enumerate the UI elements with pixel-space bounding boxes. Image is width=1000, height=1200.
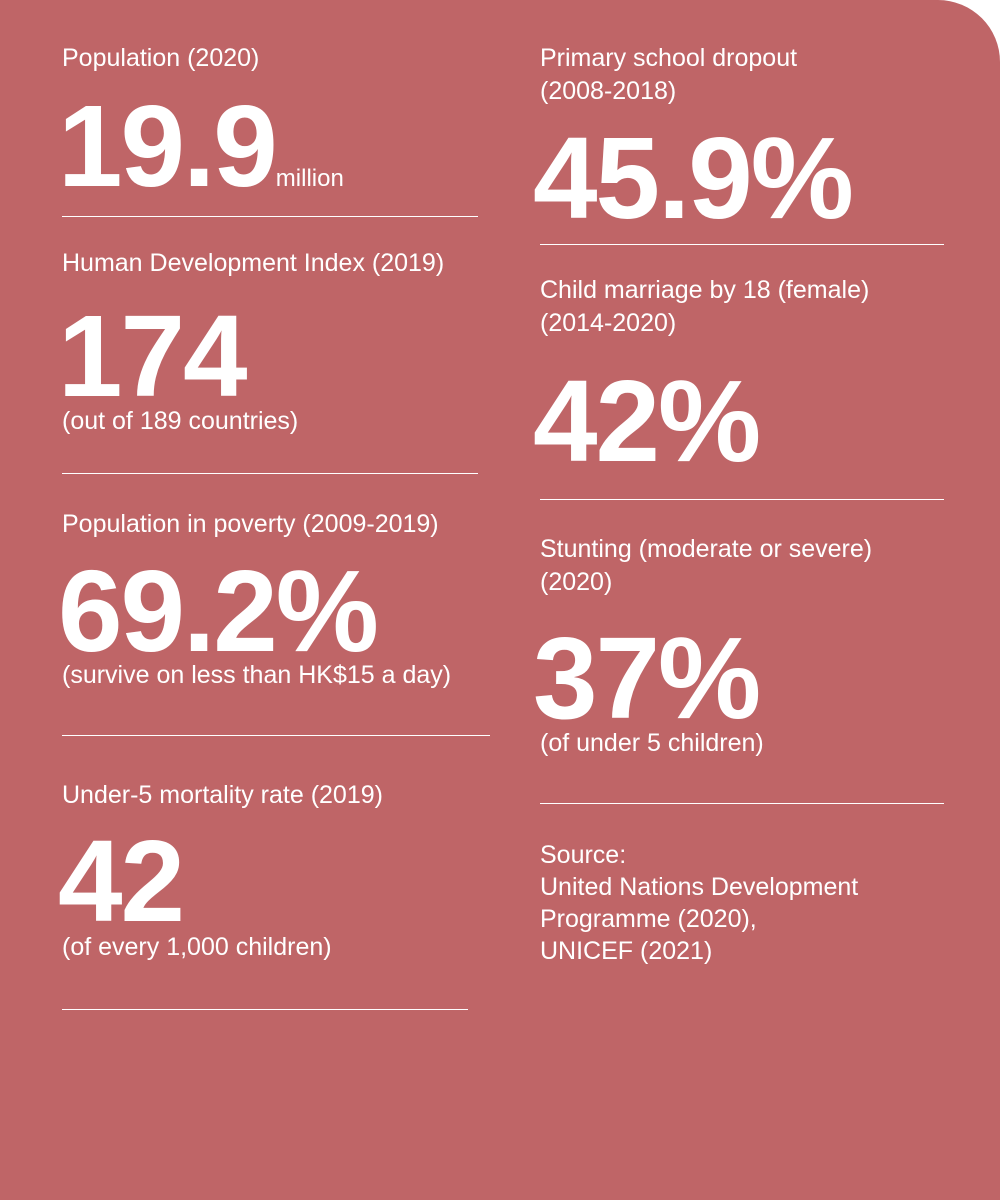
source-heading: Source: <box>540 841 627 869</box>
divider <box>540 499 944 500</box>
stat-label-dropout-line2: (2008-2018) <box>540 77 677 105</box>
source-line1: United Nations Development <box>540 873 859 901</box>
stat-value-stunting: 37% <box>533 613 761 743</box>
stat-value-population: 19.9 <box>58 81 278 211</box>
divider <box>62 216 478 217</box>
stat-value-mortality: 42 <box>58 816 185 946</box>
divider <box>540 803 944 804</box>
stat-note-stunting: (of under 5 children) <box>540 729 764 757</box>
stat-label-poverty: Population in poverty (2009-2019) <box>62 510 439 538</box>
stat-value-marriage: 42% <box>533 356 761 486</box>
stat-label-marriage-line2: (2014-2020) <box>540 309 677 337</box>
stat-label-population: Population (2020) <box>62 44 260 72</box>
source-line2: Programme (2020), <box>540 905 757 933</box>
stat-value-poverty: 69.2% <box>58 546 379 676</box>
divider <box>62 473 478 474</box>
source-line3: UNICEF (2021) <box>540 937 713 965</box>
stat-value-hdi: 174 <box>58 291 248 421</box>
divider <box>540 244 944 245</box>
stat-label-stunting-line2: (2020) <box>540 568 613 596</box>
divider <box>62 1009 468 1010</box>
stat-label-marriage-line1: Child marriage by 18 (female) <box>540 276 870 304</box>
stat-note-mortality: (of every 1,000 children) <box>62 933 332 961</box>
stat-unit-population: million <box>275 165 344 192</box>
stat-label-dropout-line1: Primary school dropout <box>540 44 798 72</box>
stat-label-hdi: Human Development Index (2019) <box>62 249 445 277</box>
stat-value-dropout: 45.9% <box>533 113 854 243</box>
stat-label-mortality: Under-5 mortality rate (2019) <box>62 781 383 809</box>
divider <box>62 735 490 736</box>
stat-population: 19.9million <box>58 88 344 204</box>
stat-note-poverty: (survive on less than HK$15 a day) <box>62 661 452 689</box>
stat-label-stunting-line1: Stunting (moderate or severe) <box>540 535 873 563</box>
stat-note-hdi: (out of 189 countries) <box>62 407 299 435</box>
